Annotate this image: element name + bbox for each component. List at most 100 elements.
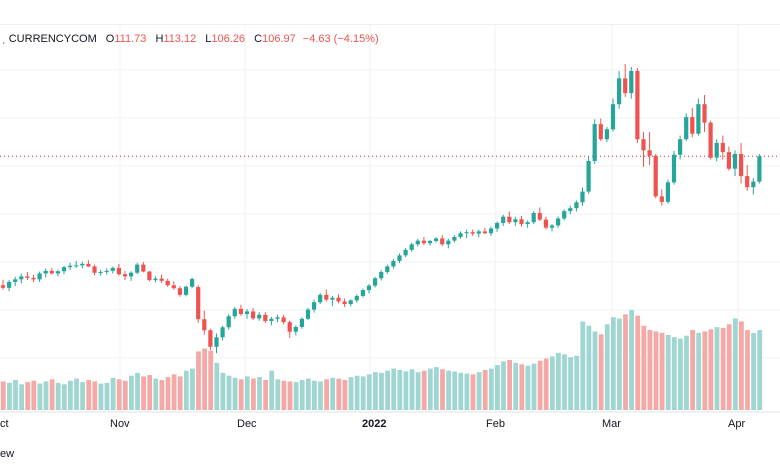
candle[interactable]	[13, 276, 18, 286]
candle[interactable]	[116, 263, 121, 276]
candle[interactable]	[574, 200, 579, 212]
candle[interactable]	[226, 314, 231, 330]
candle[interactable]	[629, 66, 634, 99]
candle[interactable]	[263, 312, 268, 323]
candle[interactable]	[281, 315, 286, 325]
candle[interactable]	[183, 285, 189, 297]
candle[interactable]	[7, 280, 12, 292]
candle[interactable]	[598, 118, 603, 142]
candle[interactable]	[415, 238, 420, 247]
candle[interactable]	[104, 268, 109, 275]
candle[interactable]	[647, 131, 652, 166]
candle[interactable]	[641, 131, 646, 167]
candle[interactable]	[177, 285, 182, 297]
candle[interactable]	[214, 333, 219, 354]
candle[interactable]	[153, 276, 158, 283]
candle[interactable]	[68, 262, 73, 271]
candle[interactable]	[556, 216, 561, 228]
candle[interactable]	[80, 261, 85, 269]
candle[interactable]	[0, 279, 6, 290]
candle[interactable]	[293, 325, 298, 336]
candle[interactable]	[714, 139, 719, 162]
candle[interactable]	[287, 320, 292, 338]
candle[interactable]	[171, 281, 176, 290]
candle[interactable]	[305, 307, 311, 320]
candle[interactable]	[232, 307, 237, 319]
candle[interactable]	[482, 227, 487, 234]
candle[interactable]	[726, 146, 731, 171]
candle[interactable]	[354, 294, 359, 303]
candle[interactable]	[659, 189, 664, 206]
candle[interactable]	[684, 113, 689, 142]
candle[interactable]	[610, 98, 616, 132]
candle[interactable]	[403, 248, 408, 258]
candle[interactable]	[342, 298, 347, 308]
candle[interactable]	[61, 265, 67, 275]
candle[interactable]	[275, 314, 280, 323]
candle[interactable]	[543, 216, 548, 230]
candle[interactable]	[501, 214, 506, 226]
candle[interactable]	[617, 71, 622, 109]
candle[interactable]	[720, 135, 725, 160]
candle[interactable]	[25, 271, 30, 281]
candle[interactable]	[92, 264, 97, 276]
candle[interactable]	[366, 284, 372, 294]
candle[interactable]	[202, 310, 207, 335]
price-chart[interactable]: ct Nov Dec 2022 Feb Mar Apr	[0, 24, 780, 444]
candle[interactable]	[452, 235, 457, 243]
candle[interactable]	[74, 260, 79, 268]
candle[interactable]	[702, 94, 707, 132]
candle[interactable]	[421, 236, 426, 246]
candle[interactable]	[568, 205, 573, 215]
candle[interactable]	[580, 187, 585, 206]
candle[interactable]	[397, 253, 402, 264]
candle[interactable]	[135, 262, 140, 275]
candle[interactable]	[379, 270, 384, 281]
candle[interactable]	[739, 142, 744, 184]
candle[interactable]	[623, 64, 628, 97]
candle[interactable]	[312, 299, 317, 313]
candle[interactable]	[238, 304, 243, 316]
candle[interactable]	[525, 220, 530, 228]
candle[interactable]	[757, 153, 762, 184]
candle[interactable]	[208, 328, 213, 351]
candle[interactable]	[110, 266, 115, 274]
candle[interactable]	[86, 260, 91, 268]
candle[interactable]	[360, 288, 365, 298]
candle[interactable]	[251, 308, 256, 320]
candle[interactable]	[537, 207, 542, 222]
candle[interactable]	[98, 269, 103, 276]
candle[interactable]	[318, 292, 323, 305]
candle[interactable]	[122, 270, 128, 281]
candle[interactable]	[244, 308, 250, 319]
candle[interactable]	[708, 120, 713, 160]
candle[interactable]	[31, 274, 36, 283]
candle[interactable]	[604, 127, 609, 143]
candle[interactable]	[324, 289, 329, 302]
candle[interactable]	[751, 177, 756, 195]
candle[interactable]	[690, 107, 695, 138]
candle[interactable]	[336, 294, 341, 304]
candle[interactable]	[519, 215, 524, 227]
candle[interactable]	[427, 239, 433, 246]
candle[interactable]	[129, 271, 134, 281]
candle[interactable]	[678, 135, 683, 160]
candle[interactable]	[464, 229, 469, 239]
candle[interactable]	[19, 273, 24, 284]
candle[interactable]	[269, 316, 274, 326]
candle[interactable]	[43, 268, 48, 278]
candle[interactable]	[671, 151, 677, 185]
candle[interactable]	[165, 278, 170, 287]
candle[interactable]	[488, 226, 494, 236]
candle[interactable]	[513, 216, 518, 226]
candle[interactable]	[190, 277, 195, 289]
candle[interactable]	[391, 259, 396, 269]
candle[interactable]	[159, 274, 164, 284]
candle[interactable]	[409, 242, 414, 252]
candle[interactable]	[549, 224, 555, 232]
candle[interactable]	[495, 221, 500, 232]
candle[interactable]	[446, 238, 451, 249]
candle[interactable]	[507, 211, 512, 225]
candle[interactable]	[196, 285, 201, 323]
candle[interactable]	[665, 179, 670, 204]
